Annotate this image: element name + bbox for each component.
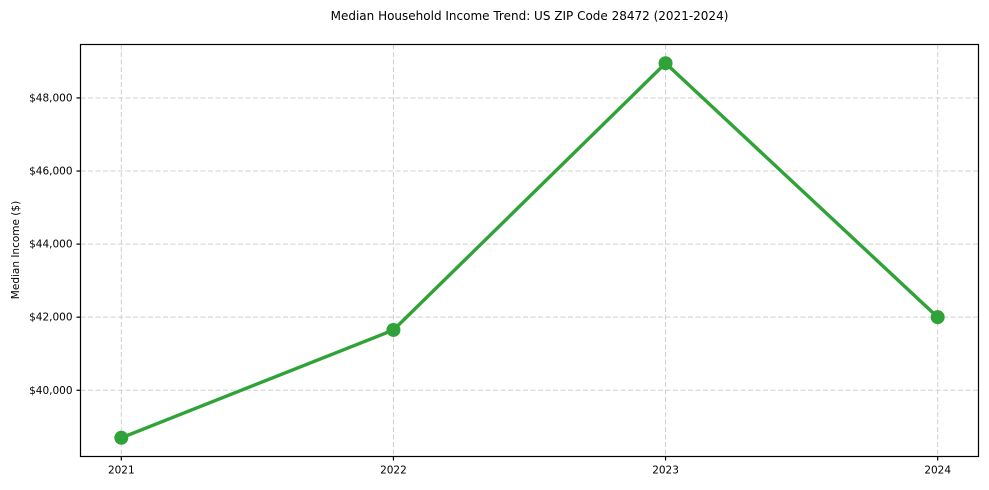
chart-title: Median Household Income Trend: US ZIP Co…	[330, 9, 729, 23]
y-tick-label: $42,000	[29, 312, 72, 324]
x-tick-label: 2021	[108, 465, 135, 477]
y-tick-label: $48,000	[29, 92, 72, 104]
y-tick-label: $44,000	[29, 239, 72, 251]
x-tick-label: 2023	[652, 465, 679, 477]
y-tick-label: $40,000	[29, 385, 72, 397]
y-tick-label: $46,000	[29, 166, 72, 178]
data-point-2021	[114, 430, 129, 445]
trend-line	[119, 61, 940, 440]
x-tick-label: 2022	[380, 465, 407, 477]
x-tick-label: 2024	[924, 465, 951, 477]
data-point-2024	[930, 310, 945, 325]
axes-spines	[79, 43, 980, 458]
data-point-2022	[386, 322, 401, 337]
data-point-2023	[658, 56, 673, 71]
